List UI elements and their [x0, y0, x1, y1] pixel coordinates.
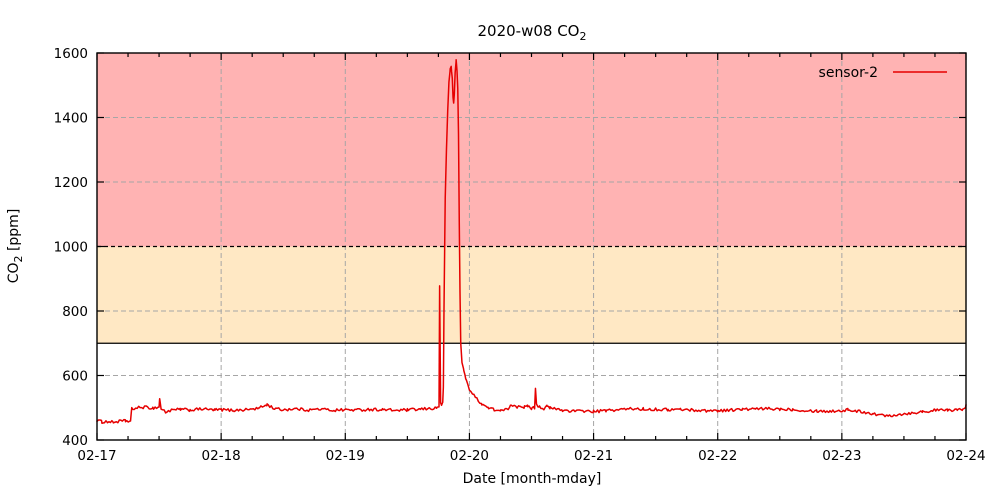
y-tick-label: 1000 [54, 239, 88, 255]
x-tick-label: 02-20 [450, 448, 489, 464]
y-tick-label: 1400 [54, 110, 88, 126]
chart-title: 2020-w08 CO2 [478, 22, 587, 43]
y-tick-label: 1200 [54, 175, 88, 191]
x-tick-label: 02-17 [77, 448, 116, 464]
x-axis-title: Date [month-mday] [463, 471, 602, 487]
x-tick-label: 02-18 [202, 448, 241, 464]
warn-zone [97, 246, 966, 344]
axis-tick-labels: 02-17 02-18 02-19 02-20 02-21 02-22 02-23 02-24… [54, 46, 986, 464]
y-tick-label: 800 [62, 304, 88, 320]
legend: sensor-2 [819, 65, 947, 81]
y-axis-title: CO2 [ppm] [6, 209, 25, 284]
threshold-zones [97, 53, 966, 344]
alert-zone [97, 53, 966, 247]
x-tick-label: 02-19 [326, 448, 365, 464]
x-tick-label: 02-24 [946, 448, 985, 464]
y-tick-label: 1600 [54, 46, 88, 62]
y-tick-label: 400 [62, 433, 88, 449]
series-sensor-2 [96, 59, 967, 425]
y-tick-label: 600 [62, 368, 88, 384]
series-line-sensor-2 [96, 59, 967, 425]
axis-ticks [96, 52, 967, 441]
legend-label: sensor-2 [819, 65, 878, 81]
threshold-lines [97, 245, 966, 344]
x-tick-label: 02-23 [822, 448, 861, 464]
x-tick-label: 02-22 [698, 448, 737, 464]
x-tick-label: 02-21 [574, 448, 613, 464]
